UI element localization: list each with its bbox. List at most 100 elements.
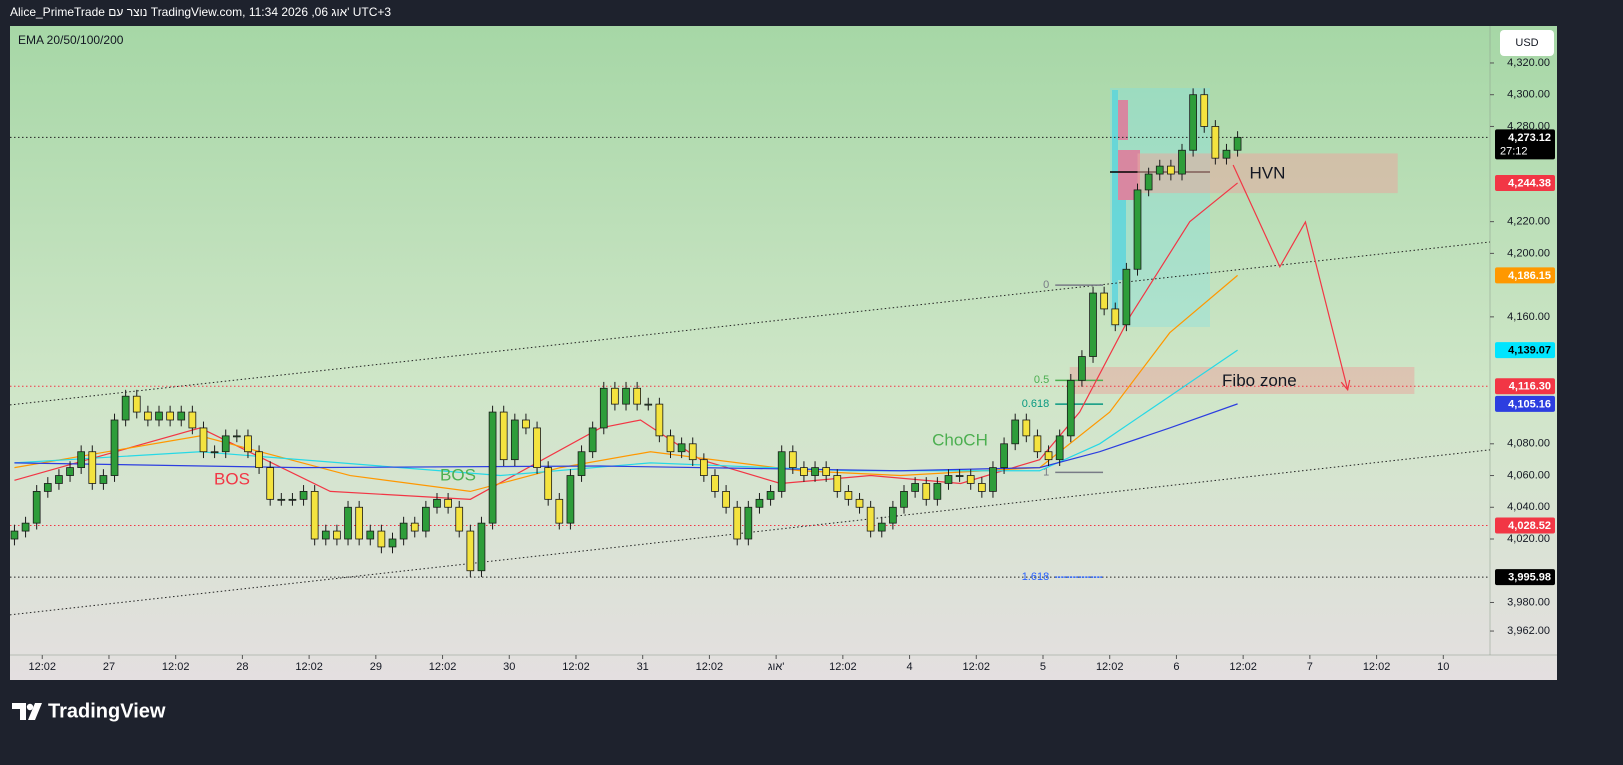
brand: TradingView [12, 700, 166, 722]
candle-body [121, 395, 130, 421]
candle-body [1089, 292, 1097, 357]
x-tick-label: 7 [1307, 661, 1313, 673]
x-tick-label: 12:02 [429, 661, 457, 673]
candle-body [132, 395, 141, 413]
candle-body [177, 411, 186, 421]
x-tick-label: 12:02 [829, 661, 857, 673]
x-tick-label: 28 [236, 661, 248, 673]
candle-body [43, 483, 52, 492]
annotation: BOS [214, 469, 250, 488]
ema-line [14, 349, 1238, 477]
candle-body [1011, 419, 1020, 445]
price-tag [1495, 378, 1555, 395]
candle-body [310, 491, 319, 540]
fib-label: 0 [1043, 279, 1049, 291]
candle-body [599, 387, 608, 429]
candle-body [433, 498, 441, 508]
candle-body [355, 506, 363, 540]
brand-name: TradingView [48, 700, 166, 722]
candle-body [255, 451, 263, 469]
candle-body [388, 538, 397, 548]
candle-body [1233, 136, 1242, 151]
y-tick-label: 4,080.00 [1507, 438, 1550, 450]
price-tag-label: 4,028.52 [1508, 520, 1551, 532]
candle-body [700, 459, 708, 476]
y-tick-label: 3,962.00 [1507, 625, 1550, 637]
candle-body [1078, 356, 1086, 381]
candle-body [533, 427, 541, 469]
candle-body [1100, 292, 1109, 310]
candle-body [10, 530, 19, 540]
candle-body [399, 522, 408, 540]
candle-body [1000, 443, 1008, 469]
candle-body [766, 491, 775, 500]
x-tick-label: 27 [103, 661, 115, 673]
price-tag-label: 3,995.98 [1508, 572, 1551, 584]
y-tick-label: 4,040.00 [1507, 501, 1550, 513]
price-tag [1495, 267, 1555, 284]
y-tick-label: 4,300.00 [1507, 89, 1550, 101]
annotation: BOS [440, 465, 476, 484]
candle-body [1178, 149, 1186, 175]
candle-body [933, 483, 942, 500]
candle-body [944, 475, 953, 484]
candle-body [455, 506, 464, 532]
plot-area: 0 0.5 0.618 1 1.618 HVN Fibo zone BOS BOS Cho… [10, 88, 1490, 616]
candle-body [1200, 94, 1209, 127]
currency-button[interactable] [1500, 30, 1554, 56]
x-tick-label: אוג' [768, 661, 785, 673]
candle-body [633, 387, 641, 405]
candle-body [366, 530, 375, 540]
candle-body [811, 467, 819, 476]
candle-body [522, 419, 530, 429]
candle-body [855, 498, 864, 508]
candle-body [244, 435, 252, 453]
candle-body [188, 411, 197, 429]
x-tick-label: 12:02 [162, 661, 190, 673]
candle-body [877, 522, 886, 532]
candle-body [755, 498, 764, 508]
candle-body [1122, 268, 1131, 326]
candle-body [555, 498, 564, 524]
candle-body [744, 506, 753, 540]
annotation: ChoCH [932, 430, 988, 449]
candle-body [1144, 173, 1153, 191]
fib-label: 1 [1043, 466, 1049, 478]
x-tick-label: 31 [637, 661, 649, 673]
candle-body [989, 467, 997, 492]
price-tag-label: 4,244.38 [1508, 177, 1551, 189]
y-tick-label: 4,320.00 [1507, 57, 1550, 69]
candle-body [266, 467, 275, 500]
candle-body [800, 467, 808, 476]
brand-logo [12, 703, 42, 720]
candle-body [210, 451, 219, 454]
trendline [10, 241, 1490, 406]
zone-label: HVN [1250, 164, 1286, 183]
projection-path [1232, 164, 1349, 390]
candle-body [110, 419, 119, 476]
price-tag-countdown: 27:12 [1500, 145, 1528, 157]
candle-body [1211, 126, 1220, 159]
price-tag-label: 4,139.07 [1508, 344, 1551, 356]
candle-body [155, 411, 163, 421]
projection-arrowhead [1340, 379, 1351, 392]
x-tick-label: 5 [1040, 661, 1046, 673]
fib-label: 0.618 [1022, 398, 1050, 410]
fib-label: 0.5 [1034, 374, 1049, 386]
volume-bar [1118, 150, 1140, 200]
candle-body [466, 530, 475, 572]
candle-body [1155, 165, 1164, 175]
y-tick-label: 4,060.00 [1507, 469, 1550, 481]
candle-body [544, 467, 553, 500]
candle-body [1044, 451, 1053, 461]
price-tag-label: 4,273.12 [1508, 132, 1551, 144]
y-tick-label: 4,280.00 [1507, 120, 1550, 132]
candle-body [1167, 165, 1175, 175]
candle-body [844, 491, 853, 500]
candle-body [1189, 94, 1197, 151]
candle-body [288, 498, 297, 501]
price-tag-label: 4,116.30 [1509, 381, 1551, 393]
candle-body [1222, 149, 1231, 159]
candle-body [666, 435, 675, 453]
candle-body [277, 498, 286, 501]
